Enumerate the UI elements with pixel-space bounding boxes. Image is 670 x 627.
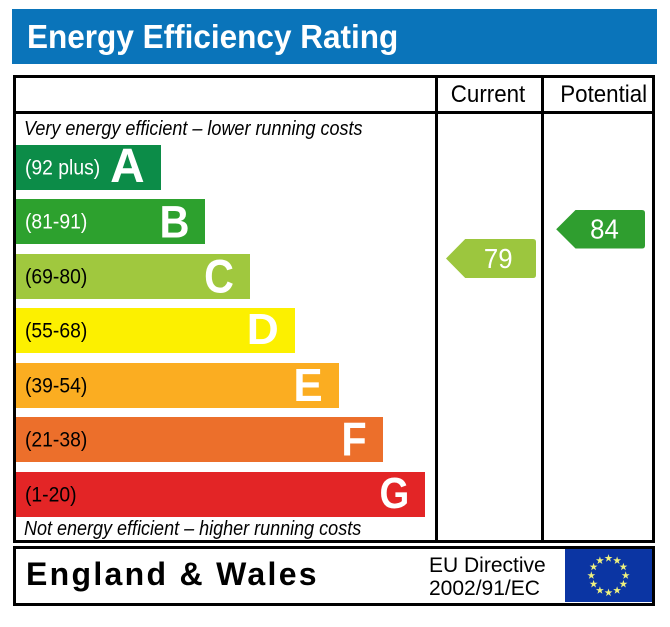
svg-text:79: 79 [484, 243, 513, 274]
svg-text:84: 84 [590, 214, 619, 245]
